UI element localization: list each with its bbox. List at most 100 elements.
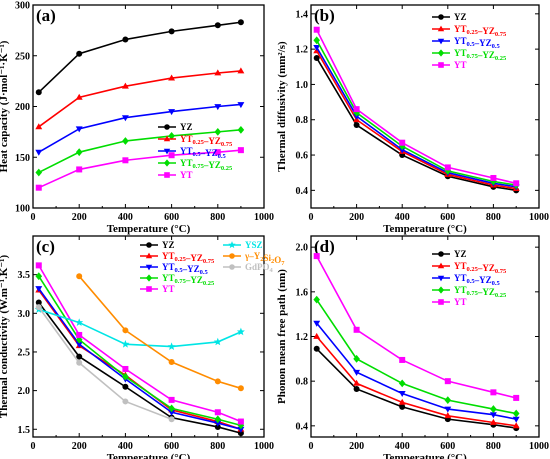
- series-1: [313, 332, 520, 429]
- y-tick-label: 3.5: [18, 270, 31, 281]
- data-point: [122, 137, 129, 145]
- legend-swatch-marker: [437, 38, 445, 45]
- series-4: [35, 147, 244, 191]
- data-point: [35, 286, 43, 293]
- data-point: [75, 148, 83, 157]
- data-point: [168, 28, 175, 35]
- legend-label: YT0.25–YZ0.75: [180, 134, 233, 148]
- y-tick-label: 0.4: [296, 421, 309, 432]
- x-tick-label: 600: [440, 212, 455, 223]
- panel-a: 0 200 400 600 800 1000 100 150 200 250 300 Temperat…: [0, 1, 274, 236]
- legend: YZ YT0.25–YZ0.75YT0.5–YZ0.5YT0.75–YZ0.25Y…: [158, 122, 233, 180]
- data-point: [399, 403, 406, 410]
- legend-label: YT: [454, 297, 467, 307]
- x-axis-title: Temperature (°C): [107, 452, 191, 459]
- x-tick-label: 0: [31, 212, 36, 223]
- series-0: [313, 54, 520, 194]
- data-point: [122, 36, 129, 43]
- data-point: [168, 132, 175, 140]
- data-point: [121, 115, 129, 122]
- legend-label: YZ: [454, 249, 467, 259]
- series-line: [316, 322, 517, 420]
- legend-label: YT: [162, 284, 175, 294]
- series-line: [315, 255, 517, 399]
- y-tick-label: 0.8: [296, 115, 309, 126]
- data-point: [313, 253, 320, 260]
- series-line: [38, 302, 242, 434]
- series-line: [38, 21, 242, 93]
- y-tick-label: 150: [15, 153, 30, 164]
- legend-swatch-marker: [163, 159, 171, 167]
- data-point: [313, 44, 321, 51]
- legend-swatch-marker: [163, 148, 171, 155]
- series-line: [38, 288, 242, 431]
- legend-swatch-marker: [229, 253, 235, 259]
- data-point: [444, 164, 451, 171]
- series-line: [38, 289, 242, 431]
- series-1: [313, 47, 520, 191]
- data-point: [35, 89, 42, 96]
- y-tick-label: 2.0: [296, 243, 309, 254]
- data-point: [490, 177, 497, 186]
- legend-label: YT0.5–YZ0.5: [454, 273, 501, 287]
- data-point: [490, 174, 497, 181]
- data-point: [76, 353, 83, 360]
- series-2: [313, 320, 520, 423]
- data-point: [313, 345, 320, 352]
- legend-label: YZ: [162, 240, 175, 250]
- y-tick-label: 1.0: [296, 80, 309, 91]
- legend-swatch-marker: [145, 274, 153, 282]
- data-point: [168, 396, 175, 403]
- legend-label: YT0.5–YZ0.5: [454, 36, 501, 50]
- data-point: [313, 332, 321, 339]
- series-line: [38, 264, 242, 423]
- data-point: [35, 123, 43, 130]
- data-point: [353, 385, 360, 392]
- x-tick-label: 400: [395, 212, 410, 223]
- data-point: [76, 166, 83, 173]
- legend-label: GdPO4: [245, 262, 274, 274]
- y-tick-label: 1.6: [296, 287, 309, 298]
- x-tick-label: 800: [210, 441, 225, 452]
- data-point: [122, 157, 129, 164]
- series-line: [316, 335, 517, 427]
- panel-label: (d): [314, 237, 335, 256]
- series-1: [35, 67, 245, 130]
- data-point: [237, 418, 244, 425]
- y-axis-title: Thermal conductivity (W.m⁻¹.K⁻¹): [0, 255, 10, 419]
- data-point: [513, 394, 520, 401]
- legend-label: YT0.5–YZ0.5: [162, 262, 209, 276]
- y-axis-title: Thermal diffusivity (mm²/s): [276, 41, 288, 172]
- data-point: [237, 67, 245, 74]
- legend-label: YT0.25–YZ0.75: [454, 261, 507, 275]
- data-point: [444, 406, 452, 413]
- y-tick-label: 0.4: [296, 186, 309, 197]
- panel-b: 0 200 400 600 800 1000 0.4 0.6 0.8 1.0 1.2 1.4 Tempe…: [276, 4, 549, 235]
- data-point: [76, 331, 83, 338]
- data-point: [237, 147, 244, 154]
- data-point: [35, 184, 42, 191]
- data-point: [490, 405, 497, 413]
- data-point: [168, 359, 175, 366]
- data-point: [213, 337, 222, 346]
- data-point: [353, 122, 360, 129]
- legend-label: YT0.75–YZ0.25: [454, 285, 507, 299]
- series-line: [316, 57, 517, 192]
- series-4: [35, 262, 244, 425]
- x-tick-label: 600: [440, 441, 455, 452]
- data-point: [214, 409, 221, 416]
- data-point: [35, 168, 43, 177]
- legend-swatch-marker: [146, 286, 152, 292]
- data-point: [444, 412, 452, 419]
- x-tick-label: 1000: [254, 441, 274, 452]
- legend-swatch-marker: [438, 251, 444, 257]
- data-point: [214, 420, 222, 427]
- y-tick-label: 2.5: [18, 347, 31, 358]
- data-point: [122, 398, 129, 405]
- series-line: [316, 46, 517, 188]
- panel-d: 0 200 400 600 800 1000 0.4 0.8 1.2 1.6 2.0 Temperat…: [276, 235, 549, 459]
- data-point: [513, 180, 520, 187]
- data-point: [214, 69, 222, 76]
- x-tick-label: 600: [164, 212, 179, 223]
- x-tick-label: 1000: [529, 441, 549, 452]
